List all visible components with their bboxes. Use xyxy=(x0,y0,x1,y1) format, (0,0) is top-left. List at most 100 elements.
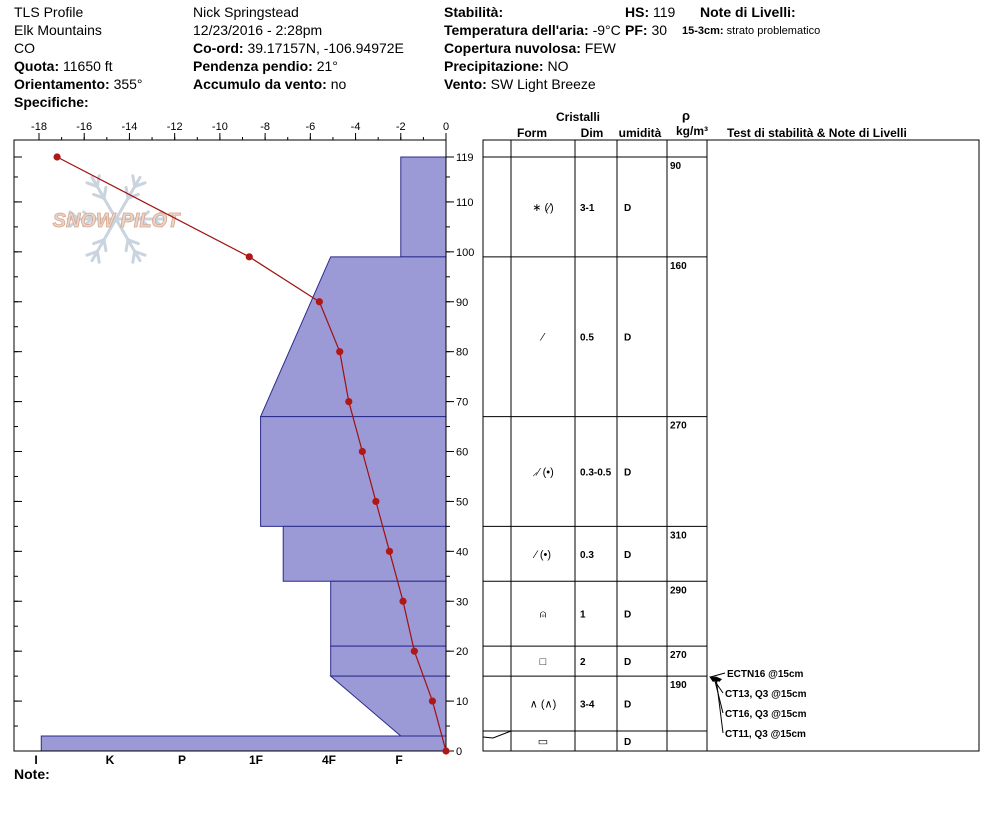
temperature-point xyxy=(399,597,407,605)
layer-wetness: D xyxy=(624,333,631,344)
state: CO xyxy=(14,40,35,56)
snowflake-branch xyxy=(138,210,150,221)
temperature-point xyxy=(53,153,61,161)
test-arrow xyxy=(709,672,726,678)
snowflake-icon xyxy=(66,174,166,264)
hs-value: 119 xyxy=(653,4,676,20)
wind-load-value: no xyxy=(330,76,347,92)
header-tests: Test di stabilità & Note di Livelli xyxy=(727,126,907,140)
header-rho: ρ xyxy=(682,108,690,123)
snowflake-branch xyxy=(131,249,137,264)
height-tick-label: 90 xyxy=(456,297,468,309)
header-form: Form xyxy=(517,126,547,140)
snowflake-branch xyxy=(85,249,99,257)
layer-wetness: D xyxy=(624,657,631,668)
snowflake-branch xyxy=(92,238,106,246)
height-tick-label: 30 xyxy=(456,596,468,608)
logo-text: SNOW PILOT xyxy=(53,210,181,232)
header-dim: Dim xyxy=(581,126,604,140)
temperature-point xyxy=(442,747,450,755)
header-density-unit: kg/m³ xyxy=(676,124,708,138)
layer-wetness: D xyxy=(624,700,631,711)
temperature-point xyxy=(385,547,394,555)
slope-label: Pendenza pendio: xyxy=(193,58,313,74)
coordinates: Co-ord: 39.17157N, -106.94972E xyxy=(193,40,404,57)
wind-loading: Accumulo da vento: no xyxy=(193,76,346,93)
layer-form: ⁄ (•) xyxy=(532,549,551,561)
layer-density: 270 xyxy=(670,650,687,661)
layer-wetness: D xyxy=(624,467,631,478)
height-tick-label: 40 xyxy=(456,546,468,558)
temperature-point xyxy=(372,497,380,506)
layer-dim: 0.3 xyxy=(580,550,594,561)
snowflake-branch xyxy=(124,238,130,253)
hardness-label: I xyxy=(34,753,37,767)
snowflake-branch xyxy=(138,217,150,228)
layer-form: ∗ (⁄) xyxy=(532,202,553,214)
temp-tick-label: -8 xyxy=(260,121,270,133)
layer-dim: 0.5 xyxy=(580,333,594,344)
temperature-point xyxy=(315,298,323,306)
profile-name: TLS Profile xyxy=(14,4,84,20)
temp-tick-label: 0 xyxy=(443,121,449,133)
layer-wetness: D xyxy=(624,737,631,748)
stability-test: CT16, Q3 @15cm xyxy=(725,709,807,720)
stability-label: Stabilità: xyxy=(444,4,504,20)
hardness-label: K xyxy=(106,753,115,767)
layer-note: 15-3cm: strato problematico xyxy=(682,23,820,40)
layer-density: 190 xyxy=(670,680,687,691)
coord-label: Co-ord: xyxy=(193,40,244,56)
layer-form: □ xyxy=(540,656,547,668)
snowflake-branch xyxy=(85,181,99,189)
snowflake-branch xyxy=(95,249,101,264)
snowflake-branch xyxy=(102,238,108,253)
snow-pilot-logo: SNOW PILOT xyxy=(52,174,182,264)
snowflake-branch xyxy=(92,192,106,200)
hardness-layer-3 xyxy=(282,525,447,582)
hardness-layer-2 xyxy=(260,416,447,527)
layer-density: 90 xyxy=(670,161,682,172)
height-axis: 0 10 20 30 40 50 60 70 80 90 100 110 119 xyxy=(14,152,474,758)
air-temp-value: -9°C xyxy=(592,22,621,38)
table-border xyxy=(482,139,980,752)
temp-tick-label: -12 xyxy=(167,121,183,133)
elevation-label: Quota: xyxy=(14,58,60,74)
layer-density: 160 xyxy=(670,261,687,272)
stability-test: CT11, Q3 @15cm xyxy=(725,729,806,740)
hardness-label: 4F xyxy=(322,753,336,767)
arrow-head-icon xyxy=(715,676,722,683)
snowflake-branch xyxy=(68,217,81,228)
temp-tick-label: -2 xyxy=(396,121,406,133)
temperature-point xyxy=(345,397,353,406)
snowflake-branch xyxy=(151,217,164,228)
precip-value: NO xyxy=(547,58,569,74)
snowflake-branch xyxy=(82,210,94,221)
cloud-cover: Copertura nuvolosa: FEW xyxy=(444,40,616,57)
hardness-layer-4 xyxy=(330,580,447,647)
snowflake-branch xyxy=(95,174,101,189)
aspect-value: 355° xyxy=(113,76,143,92)
height-tick-label: 20 xyxy=(456,646,468,658)
snowflake-branch xyxy=(133,181,147,189)
temperature-axis: -18 -16 -14 -12 -10 -8 -6 -4 -2 0 xyxy=(31,121,449,140)
precip-label: Precipitazione: xyxy=(444,58,544,74)
temperature-point xyxy=(428,697,437,705)
height-tick-label: 60 xyxy=(456,447,468,459)
slope-value: 21° xyxy=(316,58,338,74)
layer-connector xyxy=(482,730,512,739)
snowflake-branch xyxy=(82,217,94,228)
temp-tick-label: -16 xyxy=(76,121,92,133)
height-tick-label: 80 xyxy=(456,347,468,359)
datetime: 12/23/2016 - 2:28pm xyxy=(193,22,323,38)
coord-value: 39.17157N, -106.94972E xyxy=(247,40,404,56)
layer-table: Cristalli Form Dim umidità ρkg/m³ Test di sta… xyxy=(482,108,980,752)
temperature-point xyxy=(245,253,253,261)
layer-form: ⸝⁄ (•) xyxy=(532,466,554,478)
hs-label: HS: xyxy=(625,4,650,20)
hardness-layer-6 xyxy=(329,675,447,737)
height-tick-label: 50 xyxy=(456,496,468,508)
layer-wetness: D xyxy=(624,203,631,214)
layer-dim: 2 xyxy=(580,657,586,668)
height-tick-label: 10 xyxy=(456,696,468,708)
